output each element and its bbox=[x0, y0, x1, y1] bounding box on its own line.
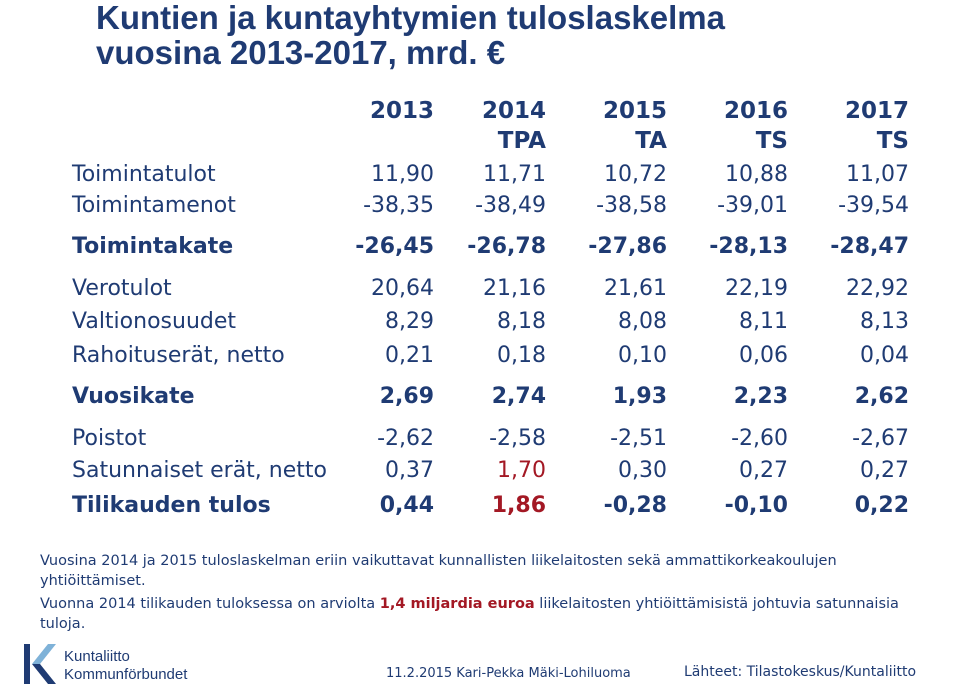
row-label: Rahoituserät, netto bbox=[72, 343, 285, 368]
logo-line-1: Kuntaliitto bbox=[64, 648, 130, 665]
table-cell: 0,18 bbox=[497, 343, 546, 368]
row-label: Poistot bbox=[72, 426, 147, 451]
table-cell: 2,23 bbox=[733, 384, 788, 409]
table-cell: 10,88 bbox=[725, 162, 788, 187]
table-cell: 1,70 bbox=[497, 458, 546, 483]
page-title: Kuntien ja kuntayhtymien tuloslaskelma v… bbox=[96, 0, 725, 70]
table-cell: 0,06 bbox=[739, 343, 788, 368]
table-cell: 0,10 bbox=[618, 343, 667, 368]
table-cell: 2,74 bbox=[491, 384, 546, 409]
footer-date-author: 11.2.2015 Kari-Pekka Mäki-Lohiluoma bbox=[386, 666, 631, 681]
table-cell: -2,58 bbox=[489, 426, 546, 451]
table-cell: 8,29 bbox=[385, 309, 434, 334]
table-cell: 22,92 bbox=[846, 276, 909, 301]
column-header-2014: 2014 TPA bbox=[436, 96, 546, 156]
row-label: Toimintakate bbox=[72, 234, 234, 259]
table-cell: -38,58 bbox=[596, 193, 667, 218]
note-2: Vuonna 2014 tilikauden tuloksessa on arv… bbox=[40, 594, 920, 634]
table-cell: -26,45 bbox=[355, 234, 434, 259]
table-cell: -26,78 bbox=[467, 234, 546, 259]
note-2-highlight: 1,4 miljardia euroa bbox=[379, 596, 535, 612]
table-cell: -39,54 bbox=[838, 193, 909, 218]
column-year: 2013 bbox=[369, 98, 434, 124]
column-tag bbox=[324, 126, 434, 156]
row-label: Verotulot bbox=[72, 276, 172, 301]
table-cell: 21,61 bbox=[604, 276, 667, 301]
table-cell: -0,10 bbox=[724, 493, 788, 518]
column-header-2013: 2013 bbox=[324, 96, 434, 156]
table-cell: 0,44 bbox=[379, 493, 434, 518]
logo-line-2: Kommunförbundet bbox=[64, 666, 188, 683]
column-tag: TPA bbox=[497, 128, 546, 154]
row-label: Tilikauden tulos bbox=[72, 493, 271, 518]
table-cell: -2,51 bbox=[610, 426, 667, 451]
table-cell: 11,71 bbox=[483, 162, 546, 187]
table-cell: 11,90 bbox=[371, 162, 434, 187]
column-year: 2017 bbox=[844, 98, 909, 124]
table-cell: 0,27 bbox=[860, 458, 909, 483]
kuntaliitto-logo: Kuntaliitto Kommunförbundet bbox=[24, 644, 188, 684]
row-label: Toimintamenot bbox=[72, 193, 236, 218]
table-cell: 0,30 bbox=[618, 458, 667, 483]
table-cell: -2,60 bbox=[731, 426, 788, 451]
table-cell: 1,86 bbox=[491, 493, 546, 518]
column-tag: TA bbox=[635, 128, 667, 154]
column-year: 2014 bbox=[481, 98, 546, 124]
table-cell: -2,67 bbox=[852, 426, 909, 451]
table-cell: 10,72 bbox=[604, 162, 667, 187]
table-cell: 2,69 bbox=[379, 384, 434, 409]
table-cell: 0,37 bbox=[385, 458, 434, 483]
table-cell: 22,19 bbox=[725, 276, 788, 301]
table-cell: 21,16 bbox=[483, 276, 546, 301]
kuntaliitto-k-icon bbox=[24, 644, 56, 684]
column-tag: TS bbox=[876, 128, 909, 154]
row-label: Toimintatulot bbox=[72, 162, 216, 187]
table-cell: 8,08 bbox=[618, 309, 667, 334]
title-line-1: Kuntien ja kuntayhtymien tuloslaskelma bbox=[96, 0, 725, 36]
column-year: 2015 bbox=[602, 98, 667, 124]
table-cell: 1,93 bbox=[612, 384, 667, 409]
table-cell: 0,27 bbox=[739, 458, 788, 483]
row-label: Vuosikate bbox=[72, 384, 195, 409]
table-cell: 0,22 bbox=[854, 493, 909, 518]
table-cell: 20,64 bbox=[371, 276, 434, 301]
row-label: Satunnaiset erät, netto bbox=[72, 458, 327, 483]
table-cell: -27,86 bbox=[588, 234, 667, 259]
column-header-2015: 2015 TA bbox=[557, 96, 667, 156]
table-cell: -39,01 bbox=[717, 193, 788, 218]
table-cell: 8,13 bbox=[860, 309, 909, 334]
column-year: 2016 bbox=[723, 98, 788, 124]
table-cell: 8,18 bbox=[497, 309, 546, 334]
title-line-2: vuosina 2013-2017, mrd. € bbox=[96, 34, 506, 71]
note-1: Vuosina 2014 ja 2015 tuloslaskelman erii… bbox=[40, 553, 837, 589]
column-tag: TS bbox=[755, 128, 788, 154]
table-cell: 8,11 bbox=[739, 309, 788, 334]
note-2-text-c: liikelaitosten yhtiöittämisistä johtuvia… bbox=[40, 596, 899, 632]
table-cell: -28,47 bbox=[830, 234, 909, 259]
row-label: Valtionosuudet bbox=[72, 309, 237, 334]
table-cell: 11,07 bbox=[846, 162, 909, 187]
table-cell: 0,04 bbox=[860, 343, 909, 368]
column-header-2016: 2016 TS bbox=[678, 96, 788, 156]
note-2-text-a: Vuonna 2014 tilikauden tuloksessa on arv… bbox=[40, 596, 380, 612]
table-cell: -38,35 bbox=[363, 193, 434, 218]
table-cell: 0,21 bbox=[385, 343, 434, 368]
table-cell: -2,62 bbox=[377, 426, 434, 451]
footer-source: Lähteet: Tilastokeskus/Kuntaliitto bbox=[684, 664, 917, 680]
column-header-2017: 2017 TS bbox=[799, 96, 909, 156]
table-cell: -0,28 bbox=[603, 493, 667, 518]
table-cell: -38,49 bbox=[475, 193, 546, 218]
table-cell: 2,62 bbox=[854, 384, 909, 409]
table-cell: -28,13 bbox=[709, 234, 788, 259]
